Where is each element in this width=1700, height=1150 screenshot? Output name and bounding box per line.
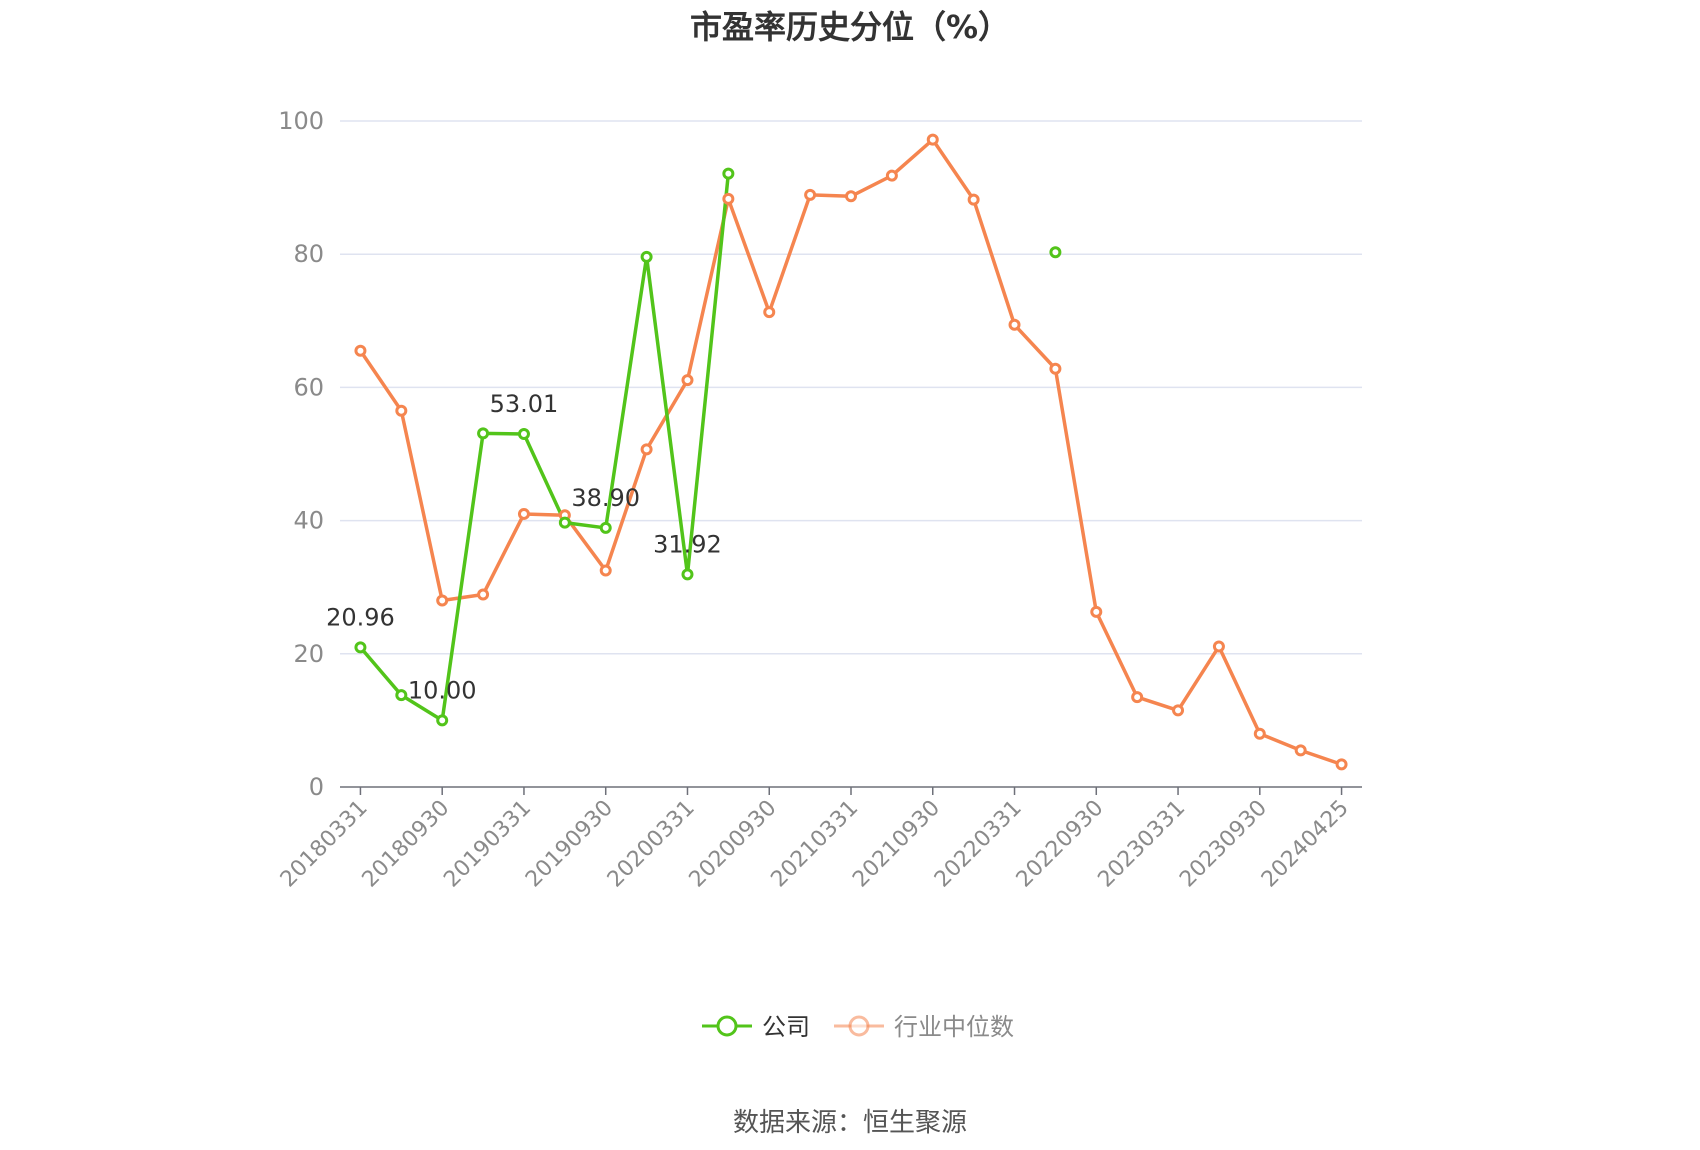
legend-label-company: 公司	[762, 1013, 810, 1041]
x-tick-label: 20220930	[1012, 796, 1109, 893]
data-point-industry-median[interactable]	[1335, 758, 1348, 771]
x-tick-label: 20180331	[276, 796, 373, 893]
data-point-company[interactable]	[1049, 246, 1062, 259]
chart-title: 市盈率历史分位（%）	[690, 8, 1010, 46]
data-point-industry-median[interactable]	[517, 507, 530, 520]
y-tick-label: 0	[309, 773, 324, 801]
legend-marker-industry-median	[848, 1015, 870, 1037]
data-point-industry-median[interactable]	[681, 374, 694, 387]
x-tick-label: 20190930	[521, 796, 618, 893]
data-point-industry-median[interactable]	[722, 192, 735, 205]
data-label-company: 10.00	[408, 676, 477, 704]
data-point-industry-median[interactable]	[1172, 704, 1185, 717]
legend-item-company[interactable]: 公司	[702, 1013, 810, 1041]
data-point-company[interactable]	[558, 516, 571, 529]
y-tick-label: 80	[293, 240, 324, 268]
data-point-industry-median[interactable]	[804, 188, 817, 201]
legend-item-industry-median[interactable]: 行业中位数	[834, 1013, 1014, 1041]
series-points	[354, 133, 1348, 771]
data-point-company[interactable]	[640, 250, 653, 263]
data-label-company: 38.90	[571, 484, 640, 512]
data-point-industry-median[interactable]	[640, 443, 653, 456]
legend-marker-company	[716, 1015, 738, 1037]
data-point-company[interactable]	[395, 689, 408, 702]
data-point-industry-median[interactable]	[1294, 744, 1307, 757]
x-tick-label: 20210930	[848, 796, 945, 893]
series-line-industry-median	[358, 137, 1343, 767]
data-point-industry-median[interactable]	[354, 344, 367, 357]
x-tick-label: 20180930	[358, 796, 455, 893]
series-lines	[358, 137, 1343, 767]
data-point-industry-median[interactable]	[599, 564, 612, 577]
y-tick-label: 40	[293, 507, 324, 535]
data-point-industry-median[interactable]	[763, 306, 776, 319]
x-tick-label: 20240425	[1257, 796, 1354, 893]
data-labels: 20.96 10.00 53.01 38.90 31.92	[326, 390, 722, 704]
x-tick-label: 20230930	[1175, 796, 1272, 893]
data-label-company: 20.96	[326, 603, 395, 631]
data-point-industry-median[interactable]	[395, 404, 408, 417]
x-tick-label: 20200331	[603, 796, 700, 893]
data-point-company[interactable]	[722, 167, 735, 180]
data-source: 数据来源：恒生聚源	[733, 1108, 967, 1138]
data-point-company[interactable]	[517, 427, 530, 440]
legend[interactable]: 公司 行业中位数	[702, 1013, 1014, 1041]
y-tick-label: 20	[293, 640, 324, 668]
axes: 0 20 40 60 80 100 2018033120180930201903312019…	[276, 107, 1362, 892]
x-tick-label: 20220331	[930, 796, 1027, 893]
data-label-company: 31.92	[653, 530, 722, 558]
data-point-industry-median[interactable]	[926, 133, 939, 146]
x-tick-label: 20190331	[439, 796, 536, 893]
data-point-company[interactable]	[436, 714, 449, 727]
data-point-industry-median[interactable]	[1131, 691, 1144, 704]
x-tick-label: 20200930	[685, 796, 782, 893]
data-point-industry-median[interactable]	[845, 190, 857, 203]
data-point-industry-median[interactable]	[436, 594, 449, 607]
data-point-industry-median[interactable]	[477, 588, 490, 601]
y-tick-label: 100	[278, 107, 324, 135]
y-tick-label: 60	[293, 373, 324, 401]
data-point-industry-median[interactable]	[967, 193, 980, 206]
data-point-company[interactable]	[477, 427, 490, 440]
data-label-company: 53.01	[490, 390, 559, 418]
data-point-industry-median[interactable]	[1090, 605, 1103, 618]
data-point-industry-median[interactable]	[1212, 640, 1225, 653]
x-tick-label: 20230331	[1093, 796, 1190, 893]
series-line-company	[359, 173, 731, 723]
x-tick-label: 20210331	[766, 796, 863, 893]
data-point-industry-median[interactable]	[1049, 362, 1062, 375]
data-point-industry-median[interactable]	[1253, 727, 1266, 740]
grid-lines	[340, 120, 1362, 655]
data-point-company[interactable]	[681, 568, 694, 581]
data-point-company[interactable]	[354, 641, 367, 654]
legend-label-industry-median: 行业中位数	[894, 1013, 1014, 1041]
data-point-company[interactable]	[599, 521, 612, 534]
data-point-industry-median[interactable]	[1008, 318, 1021, 331]
data-point-industry-median[interactable]	[885, 169, 898, 182]
